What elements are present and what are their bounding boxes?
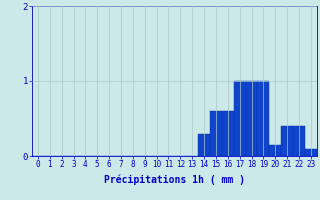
Bar bbox=[246, 81, 258, 156]
Bar bbox=[234, 81, 246, 156]
Bar bbox=[281, 126, 293, 156]
Bar bbox=[269, 145, 281, 156]
Bar bbox=[293, 126, 305, 156]
Bar bbox=[210, 111, 222, 156]
Bar bbox=[305, 148, 317, 156]
Bar bbox=[198, 134, 210, 156]
Bar bbox=[222, 111, 234, 156]
X-axis label: Précipitations 1h ( mm ): Précipitations 1h ( mm ) bbox=[104, 175, 245, 185]
Bar bbox=[258, 81, 269, 156]
